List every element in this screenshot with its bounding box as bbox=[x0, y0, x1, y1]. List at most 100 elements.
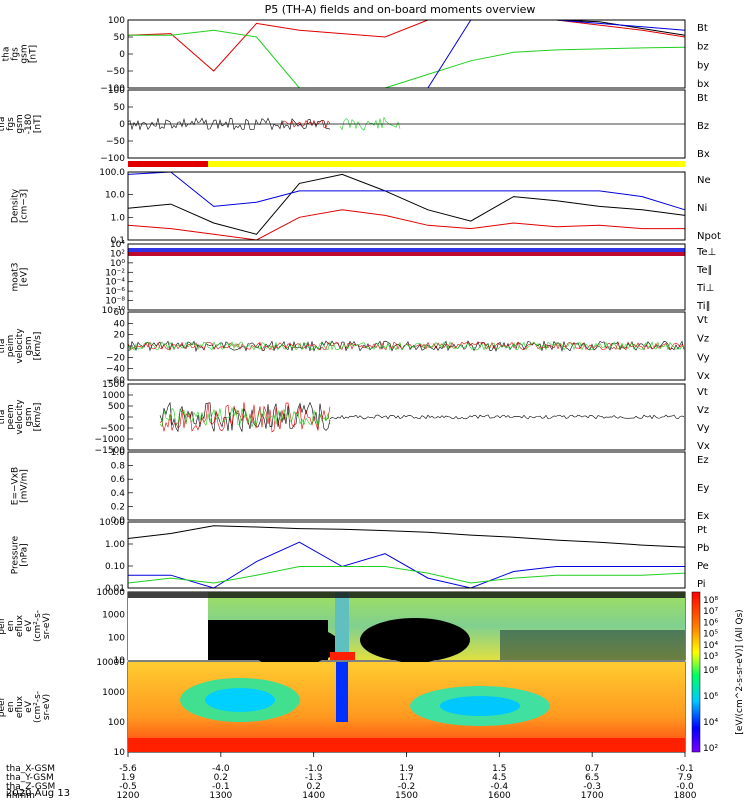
legend-Pt: Pt bbox=[697, 525, 707, 536]
orbit-value: -0.1 bbox=[676, 764, 694, 774]
orbit-value: -0.5 bbox=[119, 782, 137, 792]
series-by-nt- bbox=[128, 29, 686, 89]
time-axis: tha_X-GSM -5.6 -4.0 -1.0 1.9 1.5 0.7 -0.1 tha_Y-… bbox=[6, 752, 697, 800]
orbit-value: 0.2 bbox=[307, 782, 321, 792]
y-tick-label: 0 bbox=[119, 120, 125, 130]
series-pt-npa- bbox=[127, 525, 686, 548]
y-tick-label: 0.2 bbox=[111, 502, 125, 512]
y-tick-label: 10.00 bbox=[99, 518, 125, 528]
legend-Vy: Vy bbox=[697, 423, 710, 434]
noise-trace bbox=[329, 414, 685, 420]
peir-eflux-panel: 10000 1000 100 10 thapeirenefluxeV(cm²-s-sr-… bbox=[0, 588, 133, 666]
colorbar-tick: 10⁶ bbox=[703, 692, 718, 702]
y-tick-label: 10² bbox=[110, 249, 125, 259]
y-tick-label: 10⁰ bbox=[110, 259, 125, 269]
peer-spectrogram bbox=[128, 662, 685, 752]
colorbar-tick: 10² bbox=[703, 744, 718, 754]
peir-spectrogram bbox=[128, 592, 685, 665]
te-band bbox=[128, 252, 685, 256]
orbit-value: 1400 bbox=[302, 791, 325, 800]
fgs-gse-panel: 100 50 0 −50 −100 thafgsgsm-180[nT] Bt Bz Bx bbox=[0, 86, 710, 164]
y-tick-label: 0 bbox=[119, 342, 125, 352]
y-tick-label: 0.1 bbox=[111, 236, 125, 246]
y-tick-label: 1500 bbox=[102, 380, 125, 390]
legend-bz: bz bbox=[697, 42, 709, 53]
y-tick-label: 50 bbox=[114, 33, 126, 43]
y-axis-label: thapeerenefluxeV(cm²-s-sr-eV) bbox=[0, 691, 52, 723]
y-tick-label: 100 bbox=[108, 86, 125, 96]
panel-frame bbox=[127, 89, 686, 159]
y-tick-label: 0.01 bbox=[105, 584, 125, 594]
orbit-value: 1600 bbox=[488, 791, 511, 800]
panel-frame bbox=[127, 311, 686, 381]
y-tick-label: 100 bbox=[108, 718, 125, 728]
y-tick-label: −100 bbox=[100, 154, 125, 164]
y-tick-label: −500 bbox=[100, 424, 125, 434]
colorbar-tick: 10⁸ bbox=[703, 666, 718, 676]
orbit-value: -0.3 bbox=[583, 782, 601, 792]
legend-Vz: Vz bbox=[697, 334, 709, 345]
y-tick-label: 0.6 bbox=[111, 475, 126, 485]
noise-trace bbox=[127, 340, 685, 351]
y-tick-label: 1000 bbox=[102, 391, 125, 401]
y-tick-label: −100 bbox=[100, 84, 125, 94]
orbit-value: -0.4 bbox=[491, 782, 509, 792]
y-tick-label: 1.00 bbox=[105, 540, 125, 550]
y-tick-label: 50 bbox=[114, 103, 126, 113]
noise-trace bbox=[339, 116, 401, 131]
orbit-row-label: tha_X-GSM bbox=[6, 764, 55, 774]
y-axis-label: thapeemvelocitygsm[km/s] bbox=[0, 399, 43, 435]
legend-Te∥: Te∥ bbox=[696, 265, 713, 276]
y-axis-label: Density[cm−3] bbox=[11, 188, 30, 223]
y-tick-label: 10⁻⁴ bbox=[105, 278, 125, 288]
panel-frame bbox=[127, 521, 686, 589]
legend-Ex: Ex bbox=[697, 511, 709, 522]
peer-eflux-panel: 10000 1000 100 10 thapeerenefluxeV(cm²-s-sr-… bbox=[0, 658, 133, 758]
noise-trace bbox=[159, 407, 331, 428]
orbit-value: -1.3 bbox=[305, 773, 323, 783]
y-tick-label: 1.0 bbox=[111, 448, 126, 458]
orbit-row-label: tha_Y-GSM bbox=[6, 773, 54, 783]
y-tick-label: 0.10 bbox=[105, 562, 125, 572]
orbit-value: 6.5 bbox=[585, 773, 599, 783]
legend-Bx: Bx bbox=[697, 149, 710, 160]
legend-Bt: Bt bbox=[697, 93, 708, 104]
y-axis-label: Pressure[nPa] bbox=[11, 535, 30, 574]
orbit-value: -4.0 bbox=[212, 764, 230, 774]
mode-status-bar bbox=[128, 161, 685, 167]
y-tick-label: 40 bbox=[114, 319, 126, 329]
y-axis-label: thapeirenefluxeV(cm²-s-sr-eV) bbox=[0, 610, 52, 642]
y-tick-label: 60 bbox=[114, 308, 126, 318]
orbit-value: 1700 bbox=[581, 791, 604, 800]
y-tick-label: −60 bbox=[106, 376, 125, 386]
legend-Vt: Vt bbox=[697, 315, 708, 326]
legend-Ey: Ey bbox=[697, 483, 709, 494]
series-pi-npa- bbox=[128, 541, 685, 589]
y-tick-label: 100 bbox=[108, 16, 125, 26]
y-tick-label: −50 bbox=[106, 137, 125, 147]
panel-frame bbox=[127, 451, 686, 521]
y-axis-label: thafgsgsm-180[nT] bbox=[0, 114, 43, 135]
legend-Pe: Pe bbox=[697, 561, 709, 572]
y-tick-label: 10⁻¹⁰ bbox=[102, 306, 126, 316]
legend-Ni: Ni bbox=[697, 203, 707, 214]
y-tick-label: 0.0 bbox=[111, 516, 126, 526]
colorbar-tick: 10⁶ bbox=[703, 618, 718, 628]
orbit-value: 4.5 bbox=[492, 773, 506, 783]
panel-frame bbox=[127, 383, 686, 451]
orbit-value: -1.0 bbox=[305, 764, 323, 774]
y-axis-label: moat3[eV] bbox=[11, 262, 30, 291]
y-axis-label: thafgsgsm[nT] bbox=[2, 44, 39, 63]
y-tick-label: −1500 bbox=[95, 446, 126, 456]
y-tick-label: 10 bbox=[114, 656, 126, 666]
y-tick-label: 500 bbox=[108, 402, 125, 412]
legend-Vx: Vx bbox=[697, 371, 710, 382]
y-tick-label: −1000 bbox=[95, 435, 126, 445]
y-tick-label: 10⁻⁸ bbox=[105, 297, 125, 307]
colorbar-tick: 10⁴ bbox=[703, 718, 718, 728]
orbit-value: 1.9 bbox=[399, 764, 414, 774]
colorbar-tick: 10⁸ bbox=[703, 596, 718, 606]
orbit-value: 1300 bbox=[209, 791, 232, 800]
